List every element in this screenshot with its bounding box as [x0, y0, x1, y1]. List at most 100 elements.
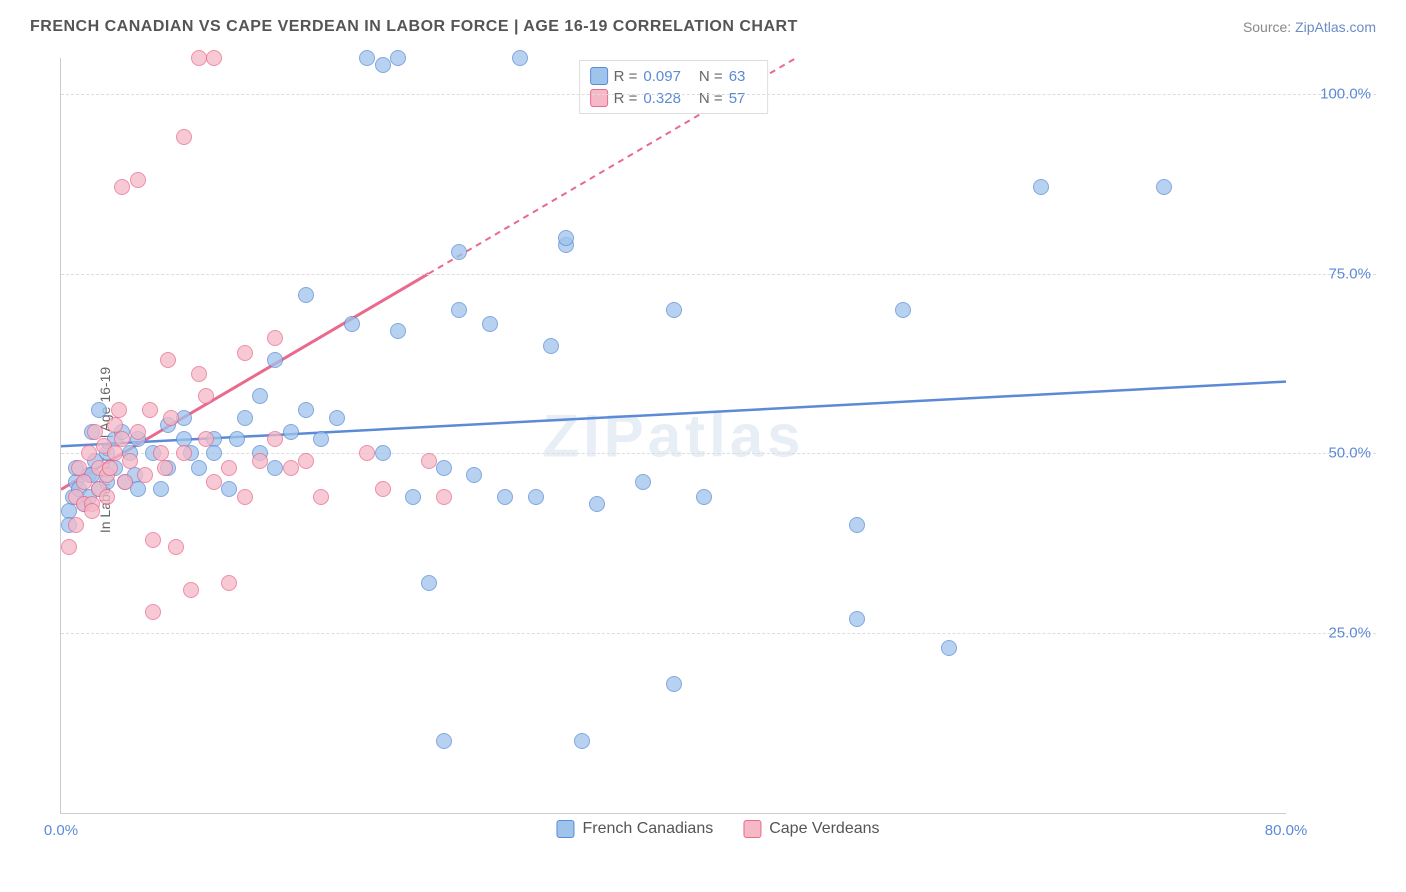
data-point	[635, 474, 651, 490]
data-point	[107, 445, 123, 461]
data-point	[102, 460, 118, 476]
data-point	[666, 302, 682, 318]
legend-swatch	[590, 89, 608, 107]
data-point	[267, 352, 283, 368]
plot-box: ZIPatlas R = 0.097 N = 63 R = 0.328 N = …	[60, 58, 1286, 814]
data-point	[160, 352, 176, 368]
data-point	[183, 582, 199, 598]
series-legend: French Canadians Cape Verdeans	[556, 820, 879, 838]
data-point	[298, 453, 314, 469]
data-point	[390, 50, 406, 66]
watermark: ZIPatlas	[542, 401, 804, 470]
legend-name: French Canadians	[582, 820, 713, 838]
data-point	[130, 172, 146, 188]
header: FRENCH CANADIAN VS CAPE VERDEAN IN LABOR…	[0, 0, 1406, 46]
data-point	[359, 50, 375, 66]
source-link[interactable]: ZipAtlas.com	[1295, 19, 1376, 35]
data-point	[221, 575, 237, 591]
data-point	[267, 460, 283, 476]
data-point	[191, 366, 207, 382]
data-point	[359, 445, 375, 461]
x-tick-label: 80.0%	[1265, 822, 1308, 839]
source-label: Source:	[1243, 19, 1295, 35]
data-point	[237, 489, 253, 505]
data-point	[313, 431, 329, 447]
data-point	[696, 489, 712, 505]
data-point	[267, 330, 283, 346]
source: Source: ZipAtlas.com	[1243, 19, 1376, 35]
data-point	[421, 575, 437, 591]
data-point	[666, 676, 682, 692]
data-point	[168, 539, 184, 555]
data-point	[267, 431, 283, 447]
grid-line	[61, 274, 1376, 275]
trend-lines-layer	[61, 58, 1286, 813]
data-point	[76, 474, 92, 490]
data-point	[191, 50, 207, 66]
legend-item: Cape Verdeans	[743, 820, 879, 838]
data-point	[229, 431, 245, 447]
data-point	[206, 445, 222, 461]
r-label: R =	[614, 90, 638, 107]
data-point	[157, 460, 173, 476]
data-point	[117, 474, 133, 490]
data-point	[191, 460, 207, 476]
data-point	[298, 287, 314, 303]
data-point	[313, 489, 329, 505]
r-label: R =	[614, 68, 638, 85]
data-point	[142, 402, 158, 418]
data-point	[528, 489, 544, 505]
data-point	[163, 410, 179, 426]
data-point	[237, 410, 253, 426]
data-point	[451, 302, 467, 318]
data-point	[198, 431, 214, 447]
legend-row: R = 0.328 N = 57	[590, 87, 758, 109]
data-point	[221, 460, 237, 476]
chart-title: FRENCH CANADIAN VS CAPE VERDEAN IN LABOR…	[30, 18, 798, 36]
data-point	[375, 445, 391, 461]
data-point	[421, 453, 437, 469]
data-point	[84, 503, 100, 519]
data-point	[252, 453, 268, 469]
data-point	[130, 424, 146, 440]
data-point	[114, 431, 130, 447]
chart-area: In Labor Force | Age 16-19 ZIPatlas R = …	[60, 58, 1376, 842]
grid-line	[61, 94, 1376, 95]
data-point	[375, 481, 391, 497]
data-point	[849, 611, 865, 627]
data-point	[221, 481, 237, 497]
data-point	[1033, 179, 1049, 195]
data-point	[176, 445, 192, 461]
n-label: N =	[699, 68, 723, 85]
data-point	[61, 539, 77, 555]
data-point	[558, 230, 574, 246]
data-point	[283, 424, 299, 440]
data-point	[849, 517, 865, 533]
n-label: N =	[699, 90, 723, 107]
data-point	[589, 496, 605, 512]
data-point	[252, 388, 268, 404]
data-point	[153, 481, 169, 497]
legend-row: R = 0.097 N = 63	[590, 65, 758, 87]
legend-swatch	[743, 820, 761, 838]
data-point	[512, 50, 528, 66]
data-point	[329, 410, 345, 426]
data-point	[1156, 179, 1172, 195]
data-point	[941, 640, 957, 656]
data-point	[451, 244, 467, 260]
legend-item: French Canadians	[556, 820, 713, 838]
legend-name: Cape Verdeans	[769, 820, 879, 838]
data-point	[405, 489, 421, 505]
data-point	[206, 50, 222, 66]
data-point	[99, 489, 115, 505]
data-point	[482, 316, 498, 332]
data-point	[237, 345, 253, 361]
data-point	[375, 57, 391, 73]
n-value: 63	[729, 68, 746, 85]
data-point	[91, 402, 107, 418]
data-point	[390, 323, 406, 339]
data-point	[145, 532, 161, 548]
data-point	[543, 338, 559, 354]
data-point	[466, 467, 482, 483]
data-point	[497, 489, 513, 505]
